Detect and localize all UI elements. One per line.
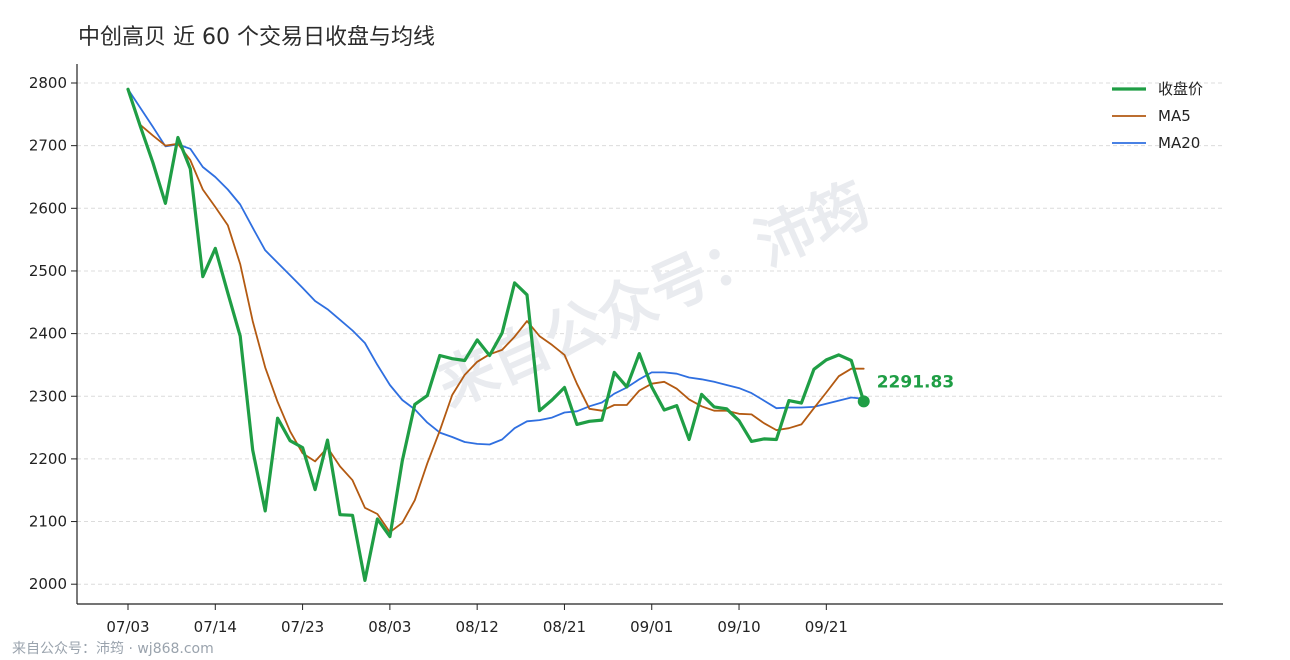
y-tick-label-2400: 2400 bbox=[29, 325, 67, 343]
chart-title: 中创高贝 近 60 个交易日收盘与均线 bbox=[78, 25, 435, 50]
x-ticks: 07/03 07/14 07/23 08/03 08/12 08/21 09/01 09/10… bbox=[106, 604, 848, 636]
last-close-label: 2291.83 bbox=[877, 372, 954, 392]
last-close-marker bbox=[857, 395, 870, 408]
x-tick-label-09/10: 09/10 bbox=[717, 618, 760, 636]
y-tick-label-2200: 2200 bbox=[29, 450, 67, 468]
x-tick-label-09/01: 09/01 bbox=[630, 618, 673, 636]
x-tick-label-07/14: 07/14 bbox=[194, 618, 237, 636]
y-tick-label-2600: 2600 bbox=[29, 199, 67, 217]
ma5-line bbox=[127, 88, 865, 534]
legend-label-ma5-line: MA5 bbox=[1158, 107, 1191, 125]
y-tick-label-2000: 2000 bbox=[29, 575, 67, 593]
y-tick-label-2800: 2800 bbox=[29, 74, 67, 92]
x-tick-label-08/12: 08/12 bbox=[456, 618, 499, 636]
y-tick-label-2300: 2300 bbox=[29, 387, 67, 405]
ma20-line bbox=[127, 88, 865, 446]
grid-lines bbox=[77, 82, 1223, 585]
y-ticks: 2000 2100 2200 2300 2400 2500 2600 2700 2800 bbox=[29, 74, 77, 593]
x-tick-label-08/03: 08/03 bbox=[368, 618, 411, 636]
x-tick-label-07/03: 07/03 bbox=[106, 618, 149, 636]
last-close-marker-group: 2291.83 bbox=[857, 372, 954, 408]
x-tick-label-08/21: 08/21 bbox=[543, 618, 586, 636]
x-tick-label-07/23: 07/23 bbox=[281, 618, 324, 636]
y-tick-label-2100: 2100 bbox=[29, 513, 67, 531]
footer-credit: 来自公众号：沛筠 · wj868.com bbox=[12, 640, 214, 657]
close-price-line bbox=[126, 87, 866, 583]
series-lines bbox=[126, 87, 866, 583]
y-tick-label-2500: 2500 bbox=[29, 262, 67, 280]
x-tick-label-09/21: 09/21 bbox=[805, 618, 848, 636]
legend: 收盘价 MA5 MA20 bbox=[1112, 80, 1203, 152]
legend-label-close-price-line: 收盘价 bbox=[1158, 80, 1203, 98]
legend-label-ma20-line: MA20 bbox=[1158, 134, 1200, 152]
y-tick-label-2700: 2700 bbox=[29, 137, 67, 155]
